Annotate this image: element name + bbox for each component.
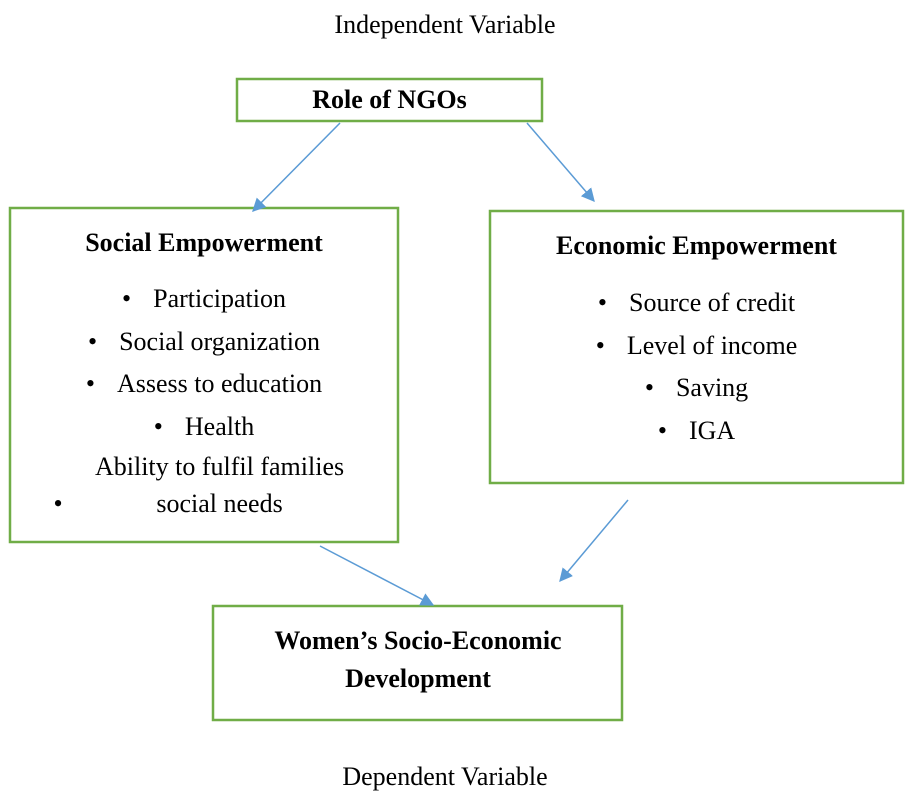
box-ngo <box>235 77 544 123</box>
item-list: Source of creditLevel of incomeSavingIGA <box>490 282 903 452</box>
item-text: Ability to fulfil families social needs <box>94 452 345 518</box>
list-item: Ability to fulfil families social needs <box>10 448 398 526</box>
node-title: Women’s Socio-Economic Development <box>274 626 562 693</box>
list-item: Level of income <box>490 325 903 368</box>
list-item: Assess to education <box>10 363 398 406</box>
node-title: Social Empowerment <box>85 228 323 257</box>
item-list: ParticipationSocial organizationAssess t… <box>10 278 398 526</box>
arrow <box>559 499 629 583</box>
list-item: IGA <box>490 410 903 453</box>
list-item: Participation <box>10 278 398 321</box>
arrow <box>319 545 435 606</box>
list-item: Social organization <box>10 321 398 364</box>
arrow <box>526 122 595 203</box>
list-item: Saving <box>490 367 903 410</box>
bottom-label: Dependent Variable <box>342 762 548 791</box>
box-development <box>211 604 624 722</box>
node-title: Economic Empowerment <box>556 231 837 260</box>
list-item: Source of credit <box>490 282 903 325</box>
node-title: Role of NGOs <box>312 85 467 114</box>
list-item: Health <box>10 406 398 449</box>
arrow <box>252 122 341 212</box>
top-label: Independent Variable <box>334 10 556 39</box>
